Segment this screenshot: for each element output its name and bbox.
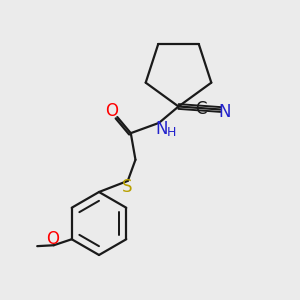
Text: C: C (195, 100, 207, 118)
Text: N: N (219, 103, 231, 121)
Text: S: S (122, 178, 132, 196)
Text: O: O (105, 102, 118, 120)
Text: N: N (155, 121, 168, 139)
Text: O: O (46, 230, 59, 248)
Text: H: H (167, 126, 176, 139)
